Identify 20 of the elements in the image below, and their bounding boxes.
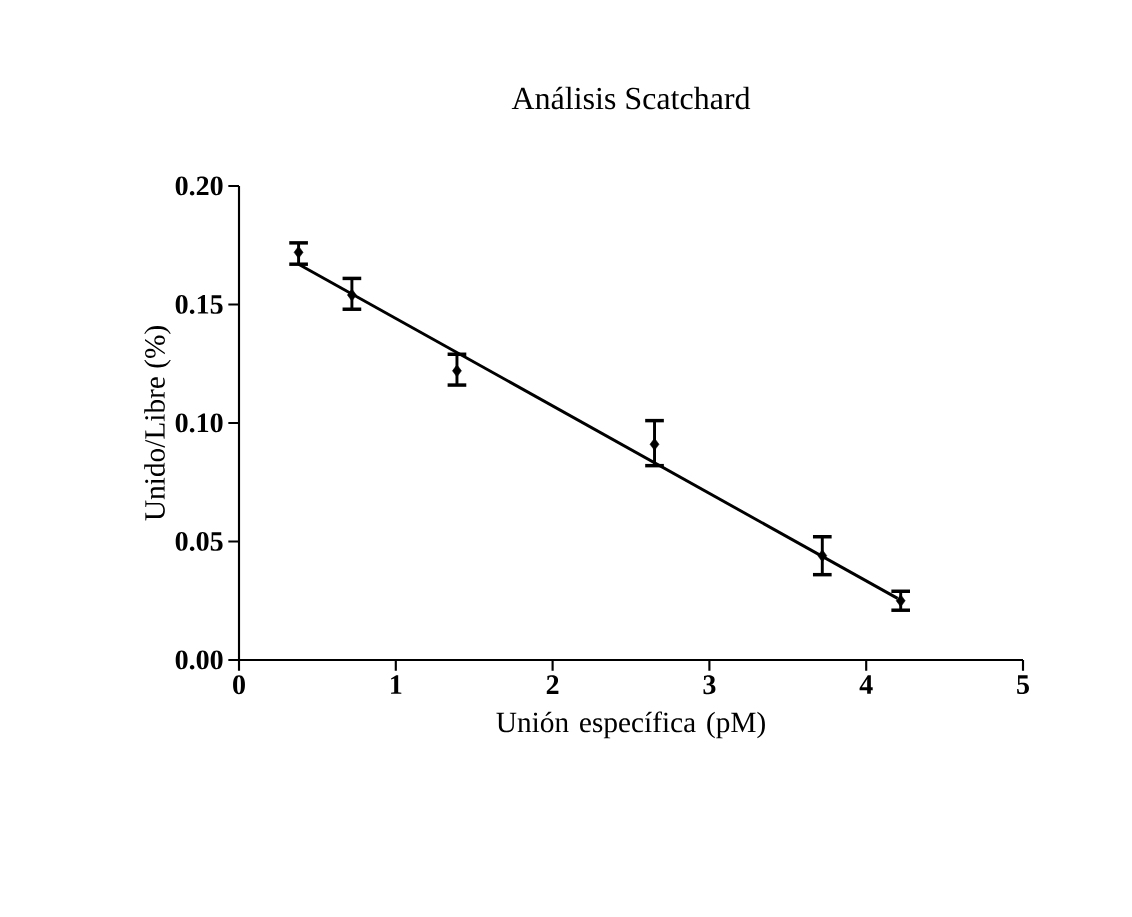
y-tick-label: 0.10 [175, 413, 223, 433]
y-tick-label: 0.05 [175, 531, 223, 551]
point [452, 364, 462, 378]
x-tick-label: 0 [233, 675, 245, 695]
x-tick-label: 2 [546, 675, 559, 694]
point [293, 246, 304, 259]
y-axis-title: Unido/Libre (%) [144, 326, 171, 521]
x-tick-label: 3 [703, 675, 716, 695]
y-tick-label: 0.15 [175, 294, 223, 314]
x-tick-label: 5 [1017, 675, 1029, 694]
x-axis-title: Unión específica (pM) [496, 711, 765, 739]
y-tick-label: 0.00 [175, 650, 223, 670]
point [817, 549, 828, 562]
x-tick-label: 1 [391, 675, 402, 694]
chart-title: Análisis Scatchard [511, 86, 751, 110]
point [895, 594, 906, 608]
x-tick-label: 4 [859, 675, 873, 694]
point [347, 288, 357, 302]
y-tick-label: 0.20 [175, 176, 223, 196]
point [649, 438, 660, 451]
